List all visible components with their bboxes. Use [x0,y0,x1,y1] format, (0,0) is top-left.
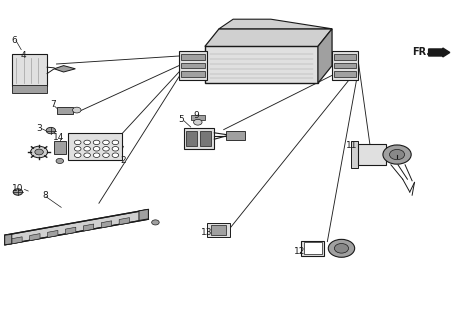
Circle shape [103,153,109,157]
Circle shape [74,147,81,151]
Circle shape [84,147,90,151]
Circle shape [84,153,90,157]
Bar [54,141,66,154]
Text: 14: 14 [53,133,65,142]
Text: 4: 4 [20,51,26,60]
Bar [334,54,356,60]
Bar [358,144,386,165]
Bar [301,241,324,256]
Bar [184,128,214,149]
Text: FR.: FR. [412,47,430,58]
Circle shape [93,140,100,145]
Bar [12,54,47,86]
Bar [181,63,205,68]
Bar [332,51,358,80]
Circle shape [56,158,64,164]
Text: 8: 8 [42,191,48,200]
Circle shape [112,147,119,151]
Bar [205,46,318,83]
Polygon shape [318,29,332,83]
Circle shape [93,147,100,151]
Polygon shape [12,237,22,244]
Circle shape [35,149,43,155]
Bar [12,85,47,93]
Text: 13: 13 [201,228,212,237]
Circle shape [103,147,109,151]
Text: 3: 3 [36,124,41,132]
Polygon shape [219,19,332,29]
Circle shape [194,119,202,125]
Bar [207,223,230,237]
Circle shape [390,149,405,160]
Text: 5: 5 [178,115,184,124]
Polygon shape [119,218,130,225]
Text: 12: 12 [294,247,306,256]
Bar [351,141,358,168]
Polygon shape [83,224,94,231]
Polygon shape [48,230,58,237]
FancyArrow shape [429,48,450,57]
Text: 10: 10 [12,184,24,193]
Polygon shape [65,227,76,234]
Polygon shape [139,209,148,220]
Circle shape [112,153,119,157]
Text: 7: 7 [50,100,56,109]
Bar [181,71,205,77]
Circle shape [328,239,355,257]
Circle shape [93,153,100,157]
Circle shape [152,220,159,225]
Circle shape [334,244,349,253]
Text: 9: 9 [193,111,199,120]
Circle shape [74,140,81,145]
Circle shape [73,107,81,113]
Polygon shape [5,210,148,245]
Polygon shape [54,66,75,72]
Circle shape [13,189,23,195]
Bar [211,225,226,235]
Bar [186,131,197,146]
Text: 6: 6 [11,36,17,44]
Circle shape [46,127,56,134]
Bar [334,63,356,68]
Circle shape [103,140,109,145]
Polygon shape [5,234,12,245]
Bar [179,51,207,80]
Text: 2: 2 [120,156,126,165]
Bar [57,107,73,114]
Circle shape [74,153,81,157]
Circle shape [112,140,119,145]
Bar [334,71,356,77]
Text: 11: 11 [346,141,357,150]
Bar [200,131,211,146]
Bar [68,133,122,160]
Polygon shape [101,221,112,228]
Circle shape [31,146,48,158]
Polygon shape [30,234,40,241]
Circle shape [383,145,411,164]
Bar [304,242,322,254]
Polygon shape [205,29,332,46]
Circle shape [84,140,90,145]
Bar [191,115,205,120]
Bar [181,54,205,60]
Bar [226,131,245,140]
